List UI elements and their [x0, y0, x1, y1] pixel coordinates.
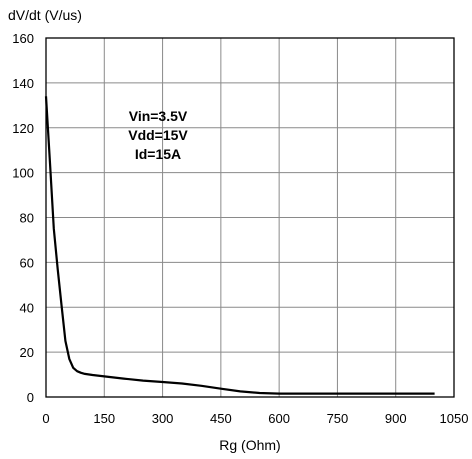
grid [45, 37, 455, 398]
y-tick-label: 20 [20, 345, 34, 360]
x-tick-label: 450 [210, 411, 232, 426]
x-tick-label: 0 [42, 411, 49, 426]
series-line [44, 96, 435, 395]
x-tick-label: 150 [93, 411, 115, 426]
annotation-vin: Vin=3.5V [129, 108, 188, 124]
y-tick-label: 0 [27, 390, 34, 405]
y-tick-labels: 0 20 40 60 80 100 120 140 160 [12, 31, 34, 405]
x-tick-label: 750 [327, 411, 349, 426]
annotation-vdd: Vdd=15V [128, 127, 188, 143]
y-tick-label: 60 [20, 255, 34, 270]
x-tick-label: 600 [268, 411, 290, 426]
y-tick-label: 140 [12, 76, 34, 91]
annotation-id: Id=15A [135, 146, 181, 162]
x-axis-title: Rg (Ohm) [219, 437, 280, 453]
y-axis-title: dV/dt (V/us) [8, 7, 82, 23]
y-tick-label: 120 [12, 121, 34, 136]
x-tick-label: 300 [152, 411, 174, 426]
y-tick-label: 80 [20, 211, 34, 226]
conditions-annotation: Vin=3.5V Vdd=15V Id=15A [128, 108, 188, 162]
x-tick-label: 900 [385, 411, 407, 426]
x-tick-labels: 0 150 300 450 600 750 900 1050 [42, 411, 468, 426]
y-tick-label: 100 [12, 166, 34, 181]
y-tick-label: 40 [20, 300, 34, 315]
x-tick-label: 1050 [440, 411, 469, 426]
plot-frame [45, 37, 455, 398]
y-tick-label: 160 [12, 31, 34, 46]
